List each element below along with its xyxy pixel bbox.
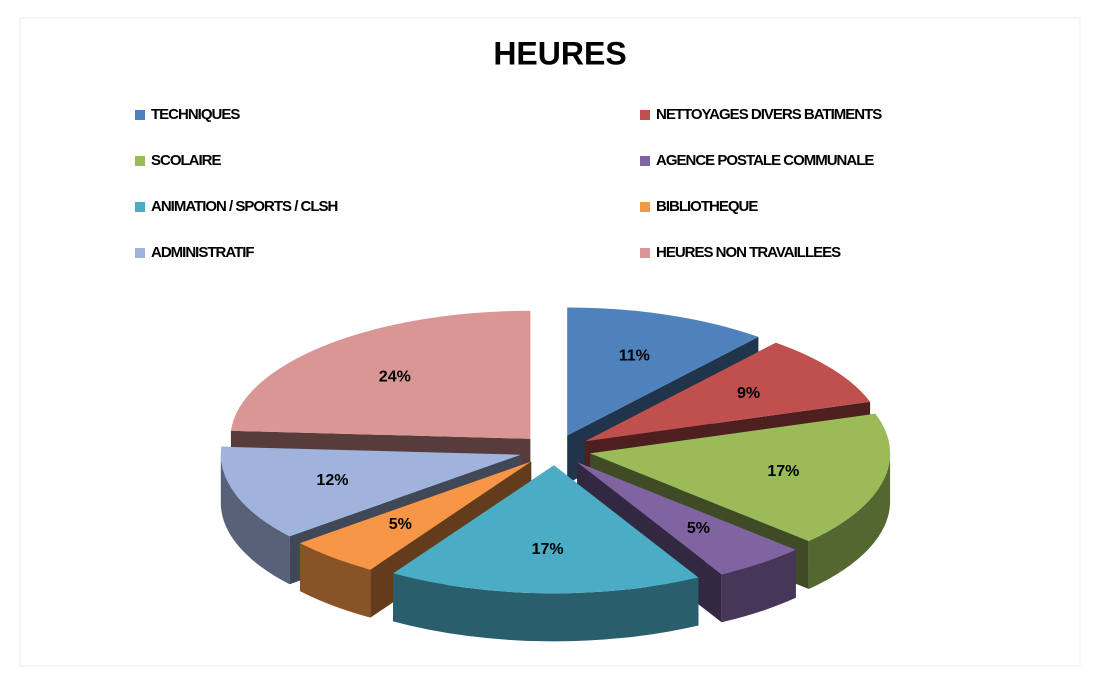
data-label: 5% (389, 516, 412, 533)
slice-side (393, 573, 699, 642)
slice (567, 307, 759, 436)
legend-label: ADMINISTRATIF (151, 244, 254, 261)
legend-swatch (135, 110, 145, 120)
data-label: 17% (532, 541, 564, 558)
legend-label: BIBLIOTHEQUE (656, 198, 758, 215)
slice (577, 462, 796, 575)
slice (230, 310, 531, 439)
legend-label: AGENCE POSTALE COMMUNALE (656, 152, 874, 169)
slice-side (721, 549, 796, 623)
slice-side (220, 454, 290, 585)
slice (393, 465, 699, 594)
legend-swatch (640, 202, 650, 212)
data-label: 5% (687, 520, 710, 537)
legend-swatch (640, 156, 650, 166)
legend-swatch (640, 110, 650, 120)
data-label: 9% (737, 385, 760, 402)
slice (584, 342, 871, 442)
slice (300, 461, 532, 570)
slice-side (808, 453, 891, 589)
chart-border (19, 17, 1081, 667)
data-label: 12% (316, 472, 348, 489)
legend-label: TECHNIQUES (151, 106, 240, 123)
slice (590, 413, 891, 541)
data-label: 24% (379, 368, 411, 385)
legend-swatch (135, 202, 145, 212)
legend-swatch (135, 248, 145, 258)
legend-swatch (135, 156, 145, 166)
chart-title: HEURES (493, 35, 626, 71)
slice-side (300, 543, 371, 618)
slice (220, 446, 521, 537)
data-label: 17% (767, 463, 799, 480)
legend-label: ANIMATION / SPORTS / CLSH (151, 198, 338, 215)
data-label: 11% (619, 347, 650, 364)
legend-label: NETTOYAGES DIVERS BATIMENTS (656, 106, 882, 123)
legend-label: HEURES NON TRAVAILLEES (656, 244, 841, 261)
legend-swatch (640, 248, 650, 258)
legend-label: SCOLAIRE (151, 152, 222, 169)
